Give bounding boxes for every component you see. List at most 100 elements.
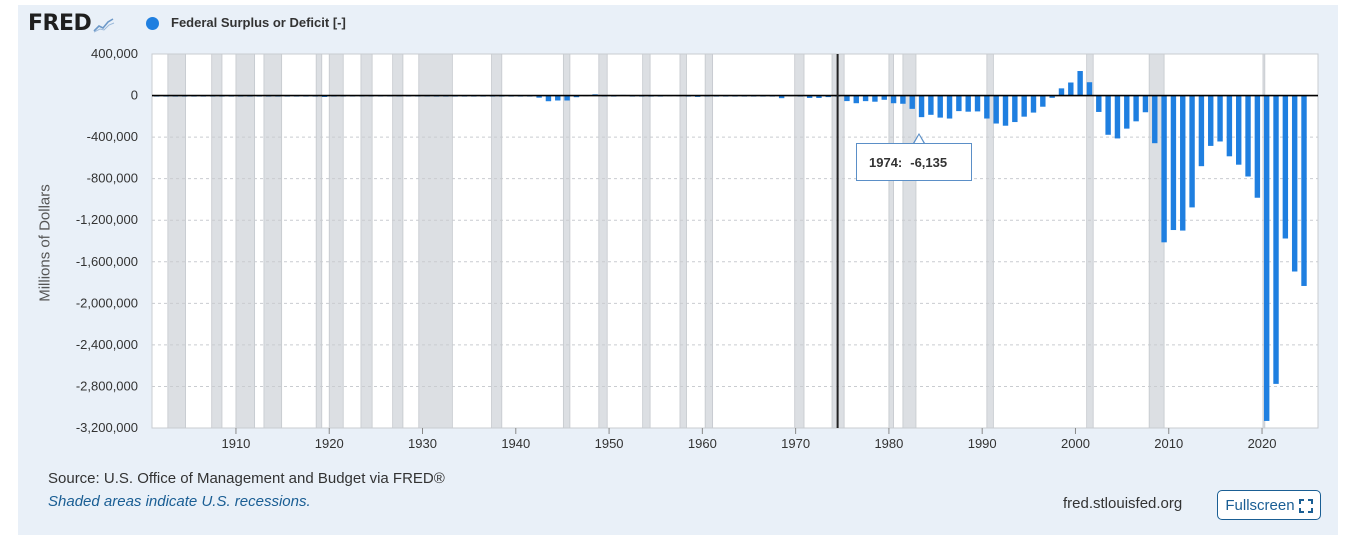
recession-band	[235, 53, 256, 429]
recession-band	[315, 53, 323, 429]
bar	[1282, 95, 1289, 239]
y-tick-label: 400,000	[91, 46, 138, 61]
bar	[1086, 82, 1093, 96]
recession-band	[211, 53, 223, 429]
y-tick-label: -2,400,000	[76, 337, 138, 352]
bar	[1170, 95, 1177, 231]
recession-band	[263, 53, 283, 429]
recession-note: Shaded areas indicate U.S. recessions.	[48, 493, 311, 510]
bar	[564, 95, 570, 101]
bar	[778, 95, 785, 99]
y-tick-label: -400,000	[87, 129, 138, 144]
bar	[1021, 95, 1027, 117]
recession-band	[704, 53, 714, 429]
recession-band	[902, 53, 917, 429]
bar	[1161, 95, 1167, 243]
y-tick-label: -2,800,000	[76, 378, 138, 393]
bar	[984, 95, 990, 119]
bar	[1198, 95, 1205, 167]
chart-line-icon	[93, 18, 115, 33]
bar	[946, 95, 953, 119]
bar	[1058, 88, 1065, 96]
tooltip-value: -6,135	[910, 154, 948, 170]
axes	[151, 53, 1319, 429]
x-tick-label: 1920	[315, 436, 344, 451]
bar	[1133, 95, 1139, 122]
bar	[1096, 95, 1102, 112]
bar	[1273, 95, 1279, 384]
y-tick-label: -3,200,000	[76, 420, 138, 435]
recession-band	[598, 53, 608, 429]
bar	[862, 95, 869, 102]
bar	[1226, 95, 1233, 157]
recession-band	[491, 53, 503, 429]
y-tick-label: 0	[131, 88, 138, 103]
bar	[965, 95, 971, 112]
legend: Federal Surplus or Deficit [-]	[146, 15, 346, 31]
bar	[536, 95, 542, 98]
y-tick-label: -800,000	[87, 171, 138, 186]
x-tick-label: 1910	[221, 436, 250, 451]
recession-band	[888, 53, 894, 429]
bar	[1291, 95, 1298, 272]
fullscreen-label: Fullscreen	[1225, 496, 1295, 514]
y-tick-label: -2,000,000	[76, 295, 138, 310]
bar	[1245, 95, 1251, 177]
bar	[1301, 95, 1307, 286]
bar	[545, 95, 552, 102]
x-tick-label: 1980	[874, 436, 903, 451]
x-tick-label: 1970	[781, 436, 810, 451]
bar	[853, 95, 859, 104]
site-url[interactable]: fred.stlouisfed.org	[1063, 495, 1183, 512]
bar	[1030, 95, 1037, 113]
bar	[872, 95, 878, 102]
bar	[1263, 95, 1270, 421]
plot-background	[152, 54, 1318, 428]
bar	[1217, 95, 1223, 142]
y-tick-label: -1,600,000	[76, 254, 138, 269]
y-axis-label: Millions of Dollars	[36, 184, 54, 302]
recession-band	[418, 53, 453, 429]
bar	[1124, 95, 1130, 129]
bar	[993, 95, 999, 124]
bar	[918, 95, 925, 118]
plot-border	[151, 53, 1319, 429]
bar	[956, 95, 962, 112]
bar	[909, 95, 915, 109]
bar	[1142, 95, 1149, 113]
bar	[816, 95, 822, 98]
recession-band	[679, 53, 687, 429]
x-tick-label: 2000	[1061, 436, 1090, 451]
bar	[1236, 95, 1242, 165]
source-text: Source: U.S. Office of Management and Bu…	[48, 470, 445, 487]
recession-shading	[152, 53, 1318, 429]
y-tick-label: -1,200,000	[76, 212, 138, 227]
recession-band	[642, 53, 651, 429]
bar	[1189, 95, 1195, 208]
bar	[1040, 95, 1046, 107]
recession-band	[360, 53, 373, 429]
tick-labels: 400,000 0 -400,000 -800,000 -1,200,000 -1,600…	[76, 46, 1277, 451]
bar	[890, 95, 897, 104]
bar	[1049, 95, 1055, 98]
bar	[1208, 95, 1214, 146]
fred-logo[interactable]: FRED	[28, 12, 115, 36]
tooltip-arrow-inner	[914, 135, 924, 144]
x-tick-label: 1950	[595, 436, 624, 451]
recession-band	[562, 53, 571, 429]
recession-band	[167, 53, 186, 429]
legend-dot	[146, 16, 159, 30]
bar	[1105, 95, 1111, 135]
fullscreen-button[interactable]: Fullscreen	[1217, 490, 1321, 520]
bar	[806, 95, 813, 98]
recession-band	[392, 53, 404, 429]
bar	[573, 95, 580, 98]
bar	[844, 95, 850, 102]
bar	[928, 95, 934, 115]
bar	[881, 95, 887, 100]
x-tick-label: 1940	[501, 436, 530, 451]
bar	[900, 95, 906, 104]
x-tick-label: 2010	[1154, 436, 1183, 451]
bars	[153, 71, 1307, 421]
